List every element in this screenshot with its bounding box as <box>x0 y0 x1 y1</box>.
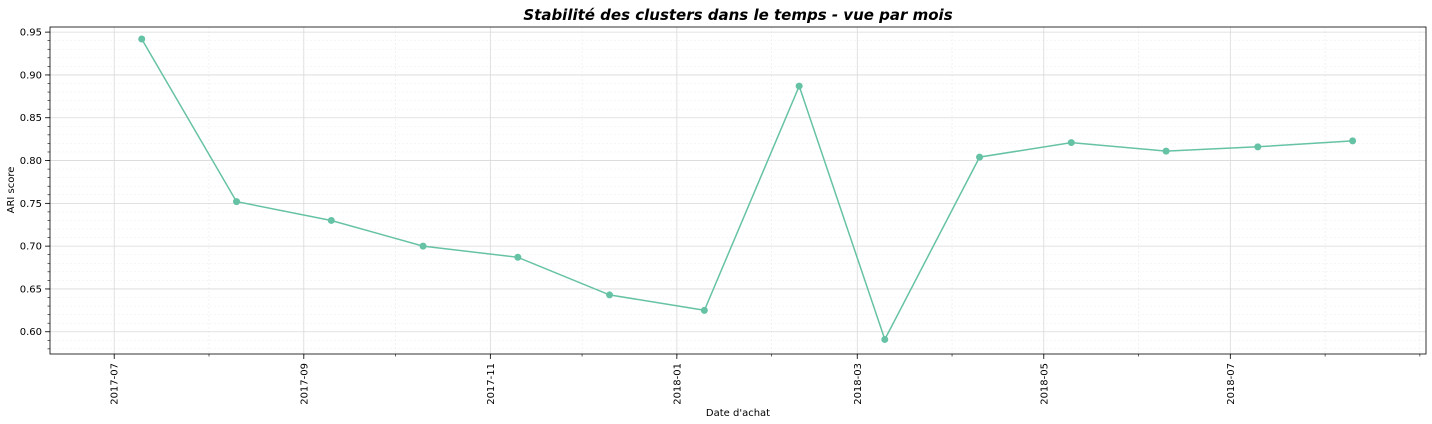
x-axis-label: Date d'achat <box>706 408 770 419</box>
x-tick-label: 2017-11 <box>486 363 497 405</box>
y-tick-label: 0.85 <box>20 113 42 124</box>
data-point <box>606 291 614 299</box>
y-tick-label: 0.70 <box>20 242 42 253</box>
minor-grid <box>50 27 1426 354</box>
axis-ticks <box>45 31 1421 359</box>
data-point <box>233 198 241 206</box>
chart-title: Stabilité des clusters dans le temps - v… <box>523 6 952 24</box>
y-axis-label: ARI score <box>6 167 17 214</box>
data-point <box>1162 147 1170 155</box>
data-point <box>1254 143 1262 151</box>
x-tick-label: 2018-07 <box>1226 363 1237 405</box>
y-tick-label: 0.75 <box>20 199 42 210</box>
x-tick-label: 2018-01 <box>672 363 683 405</box>
x-tick-label: 2017-07 <box>110 363 121 405</box>
y-tick-label: 0.80 <box>20 156 42 167</box>
y-tick-label: 0.90 <box>20 70 42 81</box>
data-point <box>976 153 984 161</box>
x-tick-label: 2017-09 <box>299 363 310 405</box>
data-point <box>1067 139 1075 147</box>
data-point <box>514 253 522 261</box>
data-point <box>138 35 146 43</box>
y-tick-label: 0.60 <box>20 327 42 338</box>
data-point <box>881 335 889 343</box>
data-point <box>1349 137 1357 145</box>
x-tick-label: 2018-05 <box>1039 363 1050 405</box>
data-point <box>700 306 708 314</box>
x-tick-labels: 2017-07 2017-09 2017-11 2018-01 2018-03 2018-… <box>110 363 1237 405</box>
plot-frame <box>49 26 1427 355</box>
x-tick-label: 2018-03 <box>853 363 864 405</box>
data-point <box>327 216 335 224</box>
series-line <box>141 38 1353 342</box>
y-tick-label: 0.95 <box>20 28 42 39</box>
y-tick-labels: 0.60 0.65 0.70 0.75 0.80 0.85 0.90 0.95 <box>20 28 42 339</box>
major-grid <box>50 27 1426 354</box>
data-point <box>795 82 803 90</box>
y-tick-label: 0.65 <box>20 284 42 295</box>
data-point <box>419 242 427 250</box>
series-layer <box>138 35 1357 343</box>
